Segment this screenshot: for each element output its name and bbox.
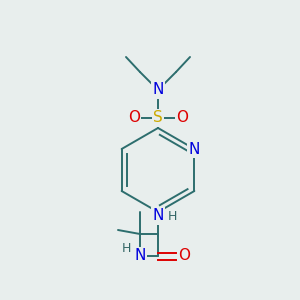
Text: O: O bbox=[128, 110, 140, 125]
Text: O: O bbox=[178, 248, 190, 263]
Text: N: N bbox=[134, 248, 146, 263]
Text: S: S bbox=[153, 110, 163, 125]
Text: O: O bbox=[176, 110, 188, 125]
Text: H: H bbox=[121, 242, 131, 254]
Text: H: H bbox=[167, 209, 177, 223]
Text: N: N bbox=[152, 82, 164, 98]
Text: N: N bbox=[152, 208, 164, 224]
Text: N: N bbox=[189, 142, 200, 157]
